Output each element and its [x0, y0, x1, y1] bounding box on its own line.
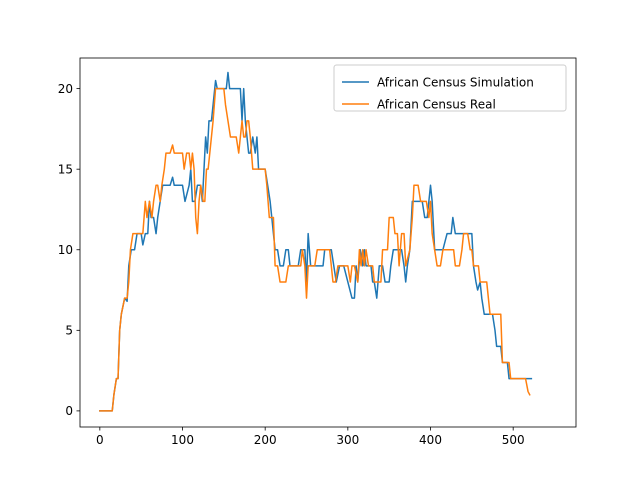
x-tick-label: 100: [171, 433, 194, 447]
x-tick-label: 300: [336, 433, 359, 447]
y-tick-label: 15: [58, 162, 73, 176]
y-axis: 0 5 10 15 20: [58, 82, 80, 418]
legend: African Census Simulation African Census …: [333, 64, 567, 112]
x-tick-label: 400: [419, 433, 442, 447]
y-tick-label: 10: [58, 243, 73, 257]
x-tick-label: 0: [96, 433, 104, 447]
x-axis: 0 100 200 300 400 500: [96, 427, 525, 447]
legend-frame: [333, 64, 567, 112]
y-tick-label: 0: [65, 404, 73, 418]
series-line-1: [99, 87, 531, 412]
plot-lines: [99, 71, 533, 412]
axes-frame: [79, 57, 577, 428]
y-tick-label: 5: [65, 324, 73, 338]
y-tick-label: 20: [58, 82, 73, 96]
legend-label-0: African Census Simulation: [377, 76, 534, 90]
series-line-0: [99, 71, 533, 412]
legend-label-1: African Census Real: [377, 98, 496, 112]
x-tick-label: 200: [254, 433, 277, 447]
x-tick-label: 500: [502, 433, 525, 447]
